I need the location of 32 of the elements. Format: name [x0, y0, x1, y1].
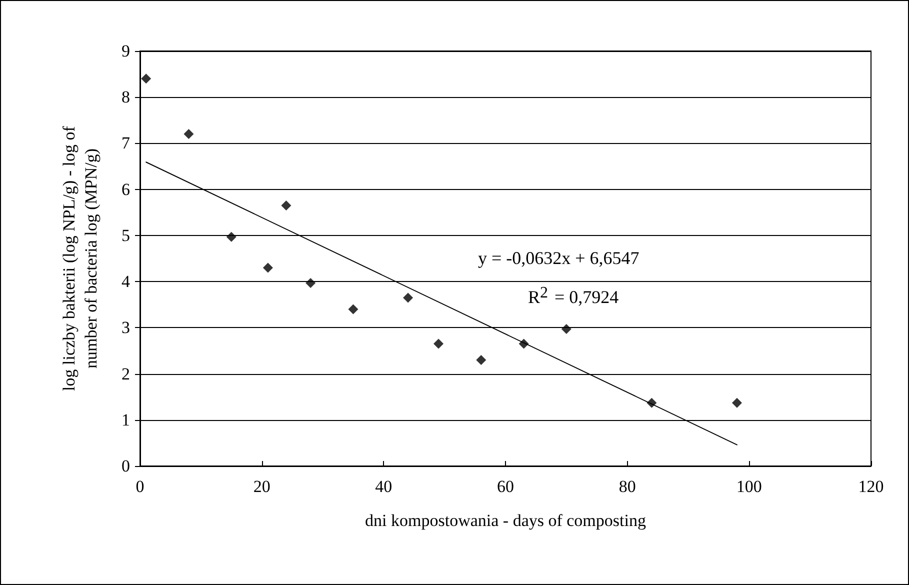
y-axis-title: log liczby bakterii (log NPL/g) - log of number of bacteria log (MPN/g) — [60, 126, 100, 391]
x-tick-label: 80 — [618, 477, 636, 496]
y-tick-label: 3 — [122, 318, 130, 338]
point — [262, 262, 273, 273]
y-tick-label: 2 — [122, 364, 130, 384]
point — [476, 354, 486, 365]
point — [403, 292, 414, 303]
point — [561, 324, 572, 334]
x-tick-label: 60 — [497, 477, 514, 496]
x-tick-label: 20 — [253, 477, 270, 496]
point — [141, 74, 152, 84]
y-tick-label: 7 — [122, 134, 130, 153]
y-tick-label: 9 — [122, 42, 130, 60]
point — [281, 200, 292, 210]
x-axis-title: dni kompostowania - days of composting — [365, 511, 646, 530]
x-tick-label: 0 — [136, 477, 144, 496]
y-tick-label: 1 — [122, 410, 130, 430]
y-tick-label: 4 — [122, 272, 130, 292]
point — [184, 129, 194, 139]
x-tick-label: 100 — [736, 477, 762, 496]
point — [306, 278, 316, 288]
point — [226, 232, 236, 242]
point — [348, 304, 358, 314]
x-tick-label: 120 — [858, 477, 884, 496]
y-tick-label: 6 — [122, 180, 130, 199]
point — [433, 338, 444, 349]
y-tick-label: 0 — [122, 456, 130, 476]
y-tick-label: 8 — [122, 88, 130, 107]
y-tick-label: 5 — [122, 226, 130, 245]
point — [732, 398, 742, 408]
annotation: y = -0,0632x + 6,6547 — [478, 248, 640, 268]
x-tick-label: 40 — [375, 477, 392, 496]
